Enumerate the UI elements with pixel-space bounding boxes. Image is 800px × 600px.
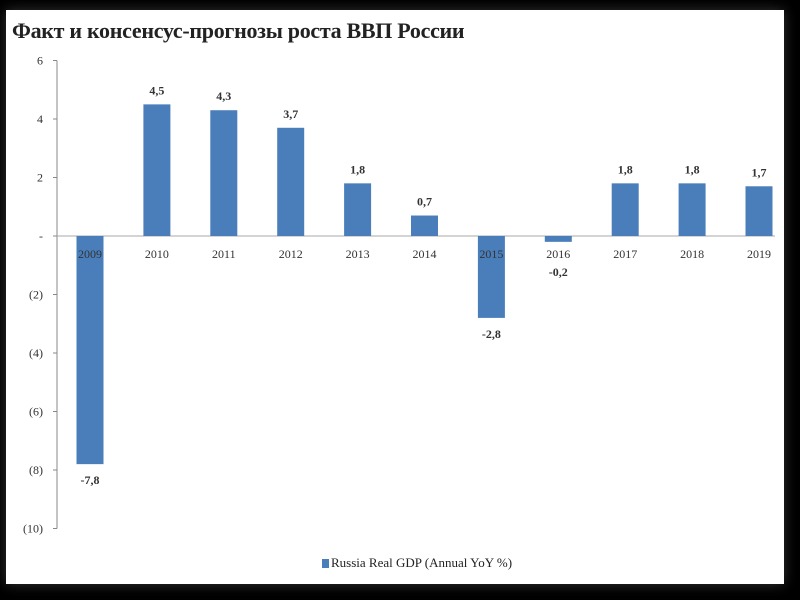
x-tick-label: 2018 [680, 247, 704, 261]
x-tick-label: 2009 [78, 247, 102, 261]
y-tick-label: (2) [29, 288, 43, 302]
bar-chart: 6 4 2 - (2) (4) (6) (8) (10) 2009 -7,8 2010 4,5 2011 4… [23, 54, 775, 536]
data-label: 0,7 [417, 195, 432, 209]
legend: Russia Real GDP (Annual YoY %) [322, 555, 512, 571]
data-label: 4,3 [216, 89, 231, 103]
x-tick-label: 2013 [346, 247, 370, 261]
bar-2010 [143, 104, 171, 236]
y-tick-label: 2 [37, 171, 43, 185]
y-tick-label: (10) [23, 522, 43, 536]
bar-2017 [611, 183, 639, 236]
x-tick-label: 2012 [279, 247, 303, 261]
y-tick-label: 4 [37, 112, 43, 126]
data-label: 3,7 [283, 107, 298, 121]
data-label: -7,8 [81, 473, 100, 487]
x-tick-label: 2015 [479, 247, 503, 261]
bar-2009 [76, 236, 104, 465]
y-tick-label: (6) [29, 405, 43, 419]
bar-2018 [678, 183, 706, 236]
data-label: 1,8 [350, 162, 365, 176]
y-tick-label: (4) [29, 346, 43, 360]
bar-2012 [277, 127, 305, 236]
y-tick-label: (8) [29, 463, 43, 477]
bar-2013 [344, 183, 372, 236]
legend-swatch [322, 558, 329, 568]
data-label: -2,8 [482, 327, 501, 341]
x-tick-label: 2014 [413, 247, 437, 261]
x-tick-label: 2017 [613, 247, 637, 261]
y-tick-label: 6 [37, 54, 43, 68]
data-label: 1,8 [685, 162, 700, 176]
bar-2019 [745, 186, 773, 236]
bar-2014 [411, 215, 438, 236]
chart-title: Факт и консенсус-прогнозы роста ВВП Росс… [12, 18, 465, 43]
y-tick-label: - [39, 229, 43, 243]
data-label: 1,8 [618, 162, 633, 176]
data-label: 1,7 [752, 165, 767, 179]
data-label: 4,5 [149, 83, 164, 97]
x-tick-label: 2010 [145, 247, 169, 261]
bar-2016 [544, 236, 572, 242]
x-tick-label: 2019 [747, 247, 771, 261]
bar-2015 [477, 236, 505, 318]
chart-panel: Факт и консенсус-прогнозы роста ВВП Росс… [6, 10, 784, 584]
x-tick-label: 2011 [212, 247, 236, 261]
bar-2011 [210, 110, 238, 236]
x-tick-label: 2016 [546, 247, 570, 261]
legend-label: Russia Real GDP (Annual YoY %) [331, 555, 513, 570]
data-label: -0,2 [549, 265, 568, 279]
